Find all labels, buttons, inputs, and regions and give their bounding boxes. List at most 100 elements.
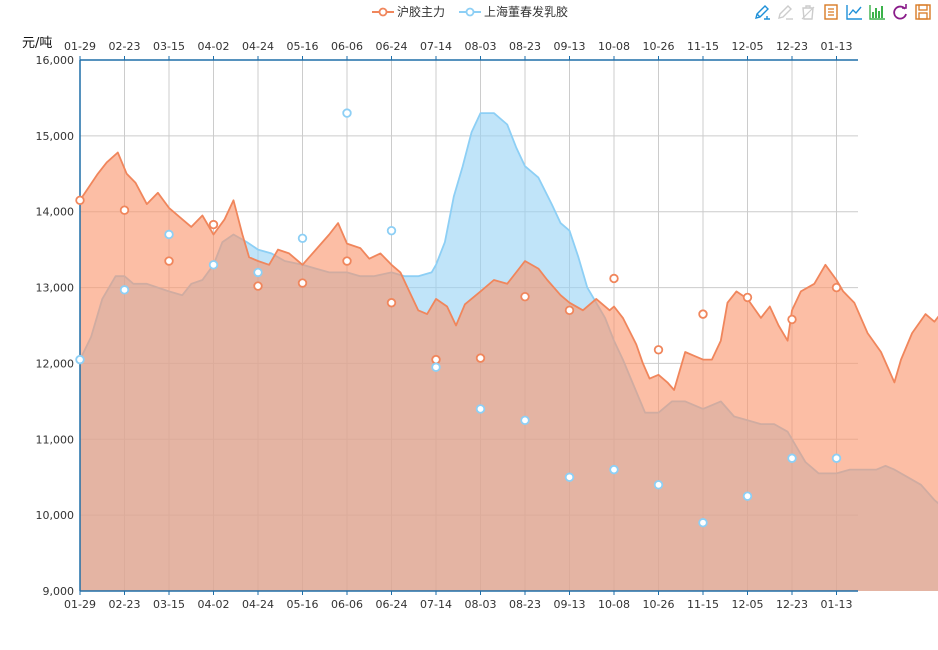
data-point-marker bbox=[653, 480, 664, 490]
x-tick-label: 02-23 bbox=[109, 598, 141, 611]
data-point-marker bbox=[297, 278, 308, 288]
data-point-marker bbox=[831, 282, 842, 293]
x-tick-label: 01-13 bbox=[821, 598, 853, 611]
legend-item-shanghai-rubber-futures[interactable]: 沪胶主力 bbox=[372, 3, 445, 20]
legend-label: 上海董春发乳胶 bbox=[484, 5, 569, 19]
y-tick-label: 14,000 bbox=[36, 206, 75, 219]
data-point-marker bbox=[164, 256, 174, 266]
x-tick-label: 10-26 bbox=[643, 40, 675, 53]
x-tick-label: 10-26 bbox=[643, 598, 675, 611]
x-tick-label: 05-16 bbox=[287, 598, 319, 611]
x-tick-label: 12-05 bbox=[732, 598, 764, 611]
data-point-marker bbox=[698, 518, 708, 528]
data-point-marker bbox=[208, 219, 219, 230]
x-tick-label: 11-15 bbox=[687, 598, 719, 611]
data-point-marker bbox=[475, 353, 486, 363]
x-tick-label: 04-02 bbox=[198, 598, 230, 611]
series-area-fill bbox=[80, 152, 938, 591]
data-point-marker bbox=[742, 292, 753, 303]
data-point-marker bbox=[253, 281, 263, 291]
x-tick-label: 01-13 bbox=[821, 40, 853, 53]
data-point-marker bbox=[742, 491, 753, 501]
data-point-marker bbox=[609, 273, 619, 284]
data-point-marker bbox=[564, 472, 575, 482]
data-point-marker bbox=[520, 415, 530, 426]
x-tick-label: 11-15 bbox=[687, 40, 719, 53]
toolbox bbox=[753, 3, 932, 21]
y-tick-label: 9,000 bbox=[43, 585, 75, 598]
data-point-marker bbox=[342, 256, 352, 266]
series-line bbox=[79, 151, 938, 391]
x-tick-label: 04-02 bbox=[198, 40, 230, 53]
clear-icon[interactable] bbox=[799, 3, 817, 21]
erase-icon[interactable] bbox=[776, 3, 794, 21]
data-point-marker bbox=[653, 345, 664, 355]
x-tick-label: 03-15 bbox=[153, 40, 185, 53]
x-tick-label: 12-23 bbox=[776, 40, 808, 53]
x-tick-label: 08-03 bbox=[465, 40, 497, 53]
x-tick-label: 10-08 bbox=[598, 40, 630, 53]
data-point-marker bbox=[831, 453, 842, 463]
data-point-marker bbox=[75, 195, 85, 206]
y-axis-unit: 元/吨 bbox=[22, 36, 53, 51]
x-tick-label: 07-14 bbox=[420, 598, 452, 611]
x-tick-label: 12-23 bbox=[776, 598, 808, 611]
data-point-marker bbox=[475, 404, 486, 414]
x-tick-label: 02-23 bbox=[109, 40, 141, 53]
restore-icon[interactable] bbox=[891, 3, 909, 21]
series-markers bbox=[75, 108, 842, 528]
legend-item-latex[interactable]: 上海董春发乳胶 bbox=[459, 3, 568, 20]
x-tick-label: 01-29 bbox=[64, 598, 96, 611]
series-areas bbox=[79, 112, 938, 591]
save-image-icon[interactable] bbox=[914, 3, 932, 21]
x-tick-label: 06-24 bbox=[376, 40, 408, 53]
x-tick-label: 10-08 bbox=[598, 598, 630, 611]
data-point-marker bbox=[520, 291, 530, 302]
data-point-marker bbox=[297, 233, 308, 243]
data-point-marker bbox=[386, 298, 397, 308]
y-tick-label: 12,000 bbox=[36, 357, 75, 370]
x-tick-label: 08-23 bbox=[509, 40, 541, 53]
data-point-marker bbox=[787, 314, 797, 325]
y-tick-label: 11,000 bbox=[36, 433, 75, 446]
data-point-marker bbox=[75, 354, 85, 365]
x-tick-label: 04-24 bbox=[242, 598, 274, 611]
x-tick-label: 03-15 bbox=[153, 598, 185, 611]
x-tick-label: 12-05 bbox=[732, 40, 764, 53]
data-point-marker bbox=[164, 229, 174, 240]
axes: 9,000 10,000 11,000 12,000 13,000 14,000 15,00… bbox=[36, 40, 858, 611]
data-point-marker bbox=[119, 285, 130, 295]
y-tick-label: 15,000 bbox=[36, 130, 75, 143]
data-point-marker bbox=[609, 464, 619, 475]
data-point-marker bbox=[119, 205, 130, 215]
x-tick-label: 07-14 bbox=[420, 40, 452, 53]
x-tick-label: 09-13 bbox=[554, 40, 586, 53]
data-point-marker bbox=[431, 354, 441, 365]
data-point-marker bbox=[787, 453, 797, 463]
data-point-marker bbox=[431, 362, 441, 372]
data-view-icon[interactable] bbox=[822, 3, 840, 21]
x-tick-label: 06-06 bbox=[331, 40, 363, 53]
x-tick-label: 04-24 bbox=[242, 40, 274, 53]
bar-chart-icon[interactable] bbox=[868, 3, 886, 21]
data-point-marker bbox=[564, 305, 575, 316]
x-tick-label: 06-06 bbox=[331, 598, 363, 611]
x-tick-label: 08-03 bbox=[465, 598, 497, 611]
x-tick-label: 05-16 bbox=[287, 40, 319, 53]
legend-label: 沪胶主力 bbox=[397, 5, 446, 19]
data-point-marker bbox=[208, 260, 219, 270]
x-tick-label: 01-29 bbox=[64, 40, 96, 53]
x-tick-label: 09-13 bbox=[554, 598, 586, 611]
y-tick-label: 16,000 bbox=[36, 54, 75, 67]
mark-pen-icon[interactable] bbox=[753, 3, 771, 21]
data-point-marker bbox=[698, 309, 708, 319]
data-point-marker bbox=[386, 225, 397, 236]
y-tick-label: 13,000 bbox=[36, 282, 75, 295]
legend: 沪胶主力 上海董春发乳胶 bbox=[372, 3, 568, 20]
x-tick-label: 08-23 bbox=[509, 598, 541, 611]
x-tick-label: 06-24 bbox=[376, 598, 408, 611]
y-tick-label: 10,000 bbox=[36, 509, 75, 522]
legend-line-marker-icon bbox=[372, 7, 394, 16]
line-chart-icon[interactable] bbox=[845, 3, 863, 21]
